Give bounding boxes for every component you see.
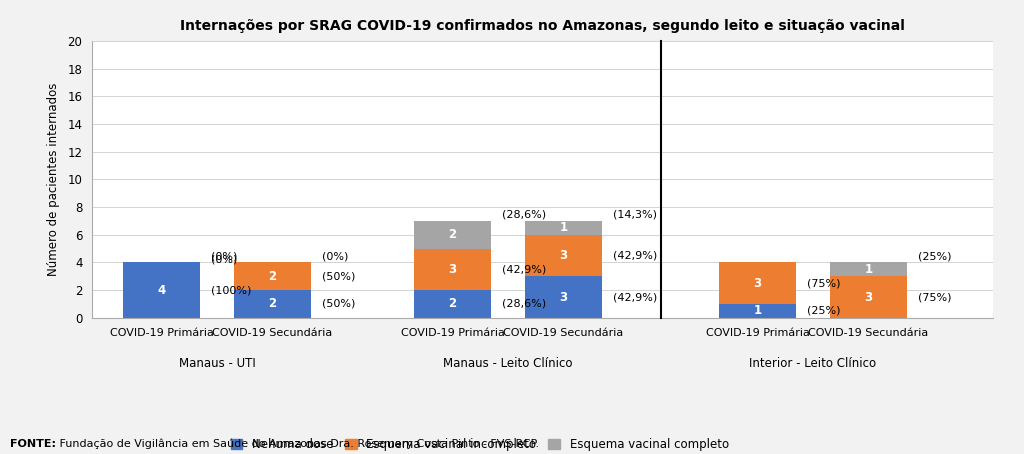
Text: 1: 1 [754, 304, 762, 317]
Bar [830, 276, 906, 318]
Bar [525, 276, 602, 318]
Text: Interior - Leito Clínico: Interior - Leito Clínico [750, 356, 877, 370]
Text: 3: 3 [449, 263, 457, 276]
Text: (0%): (0%) [211, 251, 238, 261]
Bar [234, 290, 310, 318]
Bar [123, 262, 200, 318]
Text: (25%): (25%) [918, 251, 951, 261]
Text: FONTE:: FONTE: [10, 439, 56, 449]
Text: 3: 3 [559, 249, 567, 262]
Text: (100%): (100%) [211, 285, 251, 295]
Text: (42,9%): (42,9%) [502, 264, 546, 274]
Bar [525, 235, 602, 276]
Title: Internações por SRAG COVID-19 confirmados no Amazonas, segundo leito e situação : Internações por SRAG COVID-19 confirmado… [180, 19, 905, 33]
Text: 3: 3 [559, 291, 567, 304]
Y-axis label: Número de pacientes internados: Número de pacientes internados [47, 83, 60, 276]
Bar [525, 221, 602, 235]
Bar [415, 221, 490, 249]
Text: 3: 3 [864, 291, 872, 304]
Bar [415, 248, 490, 290]
Text: (28,6%): (28,6%) [502, 299, 546, 309]
Text: (42,9%): (42,9%) [612, 251, 657, 261]
Bar [415, 290, 490, 318]
Text: 2: 2 [449, 228, 457, 241]
Text: Manaus - UTI: Manaus - UTI [178, 356, 255, 370]
Text: Manaus - Leito Clínico: Manaus - Leito Clínico [443, 356, 572, 370]
Text: 1: 1 [559, 221, 567, 234]
Text: 3: 3 [754, 276, 762, 290]
Bar [720, 262, 796, 304]
Text: (42,9%): (42,9%) [612, 292, 657, 302]
Text: 2: 2 [268, 270, 276, 283]
Text: 2: 2 [449, 297, 457, 311]
Text: (25%): (25%) [807, 306, 841, 316]
Bar [720, 304, 796, 318]
Text: Fundação de Vigilância em Saúde do Amazonas Dra. Rosemary Costa Pinto - FVS-RCP.: Fundação de Vigilância em Saúde do Amazo… [56, 439, 540, 449]
Text: (14,3%): (14,3%) [612, 209, 656, 219]
Text: 2: 2 [268, 297, 276, 311]
Text: (50%): (50%) [322, 271, 355, 281]
Text: 4: 4 [158, 284, 166, 296]
Text: (0%): (0%) [322, 251, 348, 261]
Bar [830, 262, 906, 276]
Text: (50%): (50%) [322, 299, 355, 309]
Text: (75%): (75%) [807, 278, 841, 288]
Legend: Nehuma dose, Esquema vacinal incompleto, Esquema vacinal completo: Nehuma dose, Esquema vacinal incompleto,… [226, 434, 733, 454]
Text: (0%): (0%) [211, 255, 238, 265]
Bar [234, 262, 310, 290]
Text: (28,6%): (28,6%) [502, 209, 546, 219]
Text: 1: 1 [864, 263, 872, 276]
Text: (75%): (75%) [918, 292, 951, 302]
